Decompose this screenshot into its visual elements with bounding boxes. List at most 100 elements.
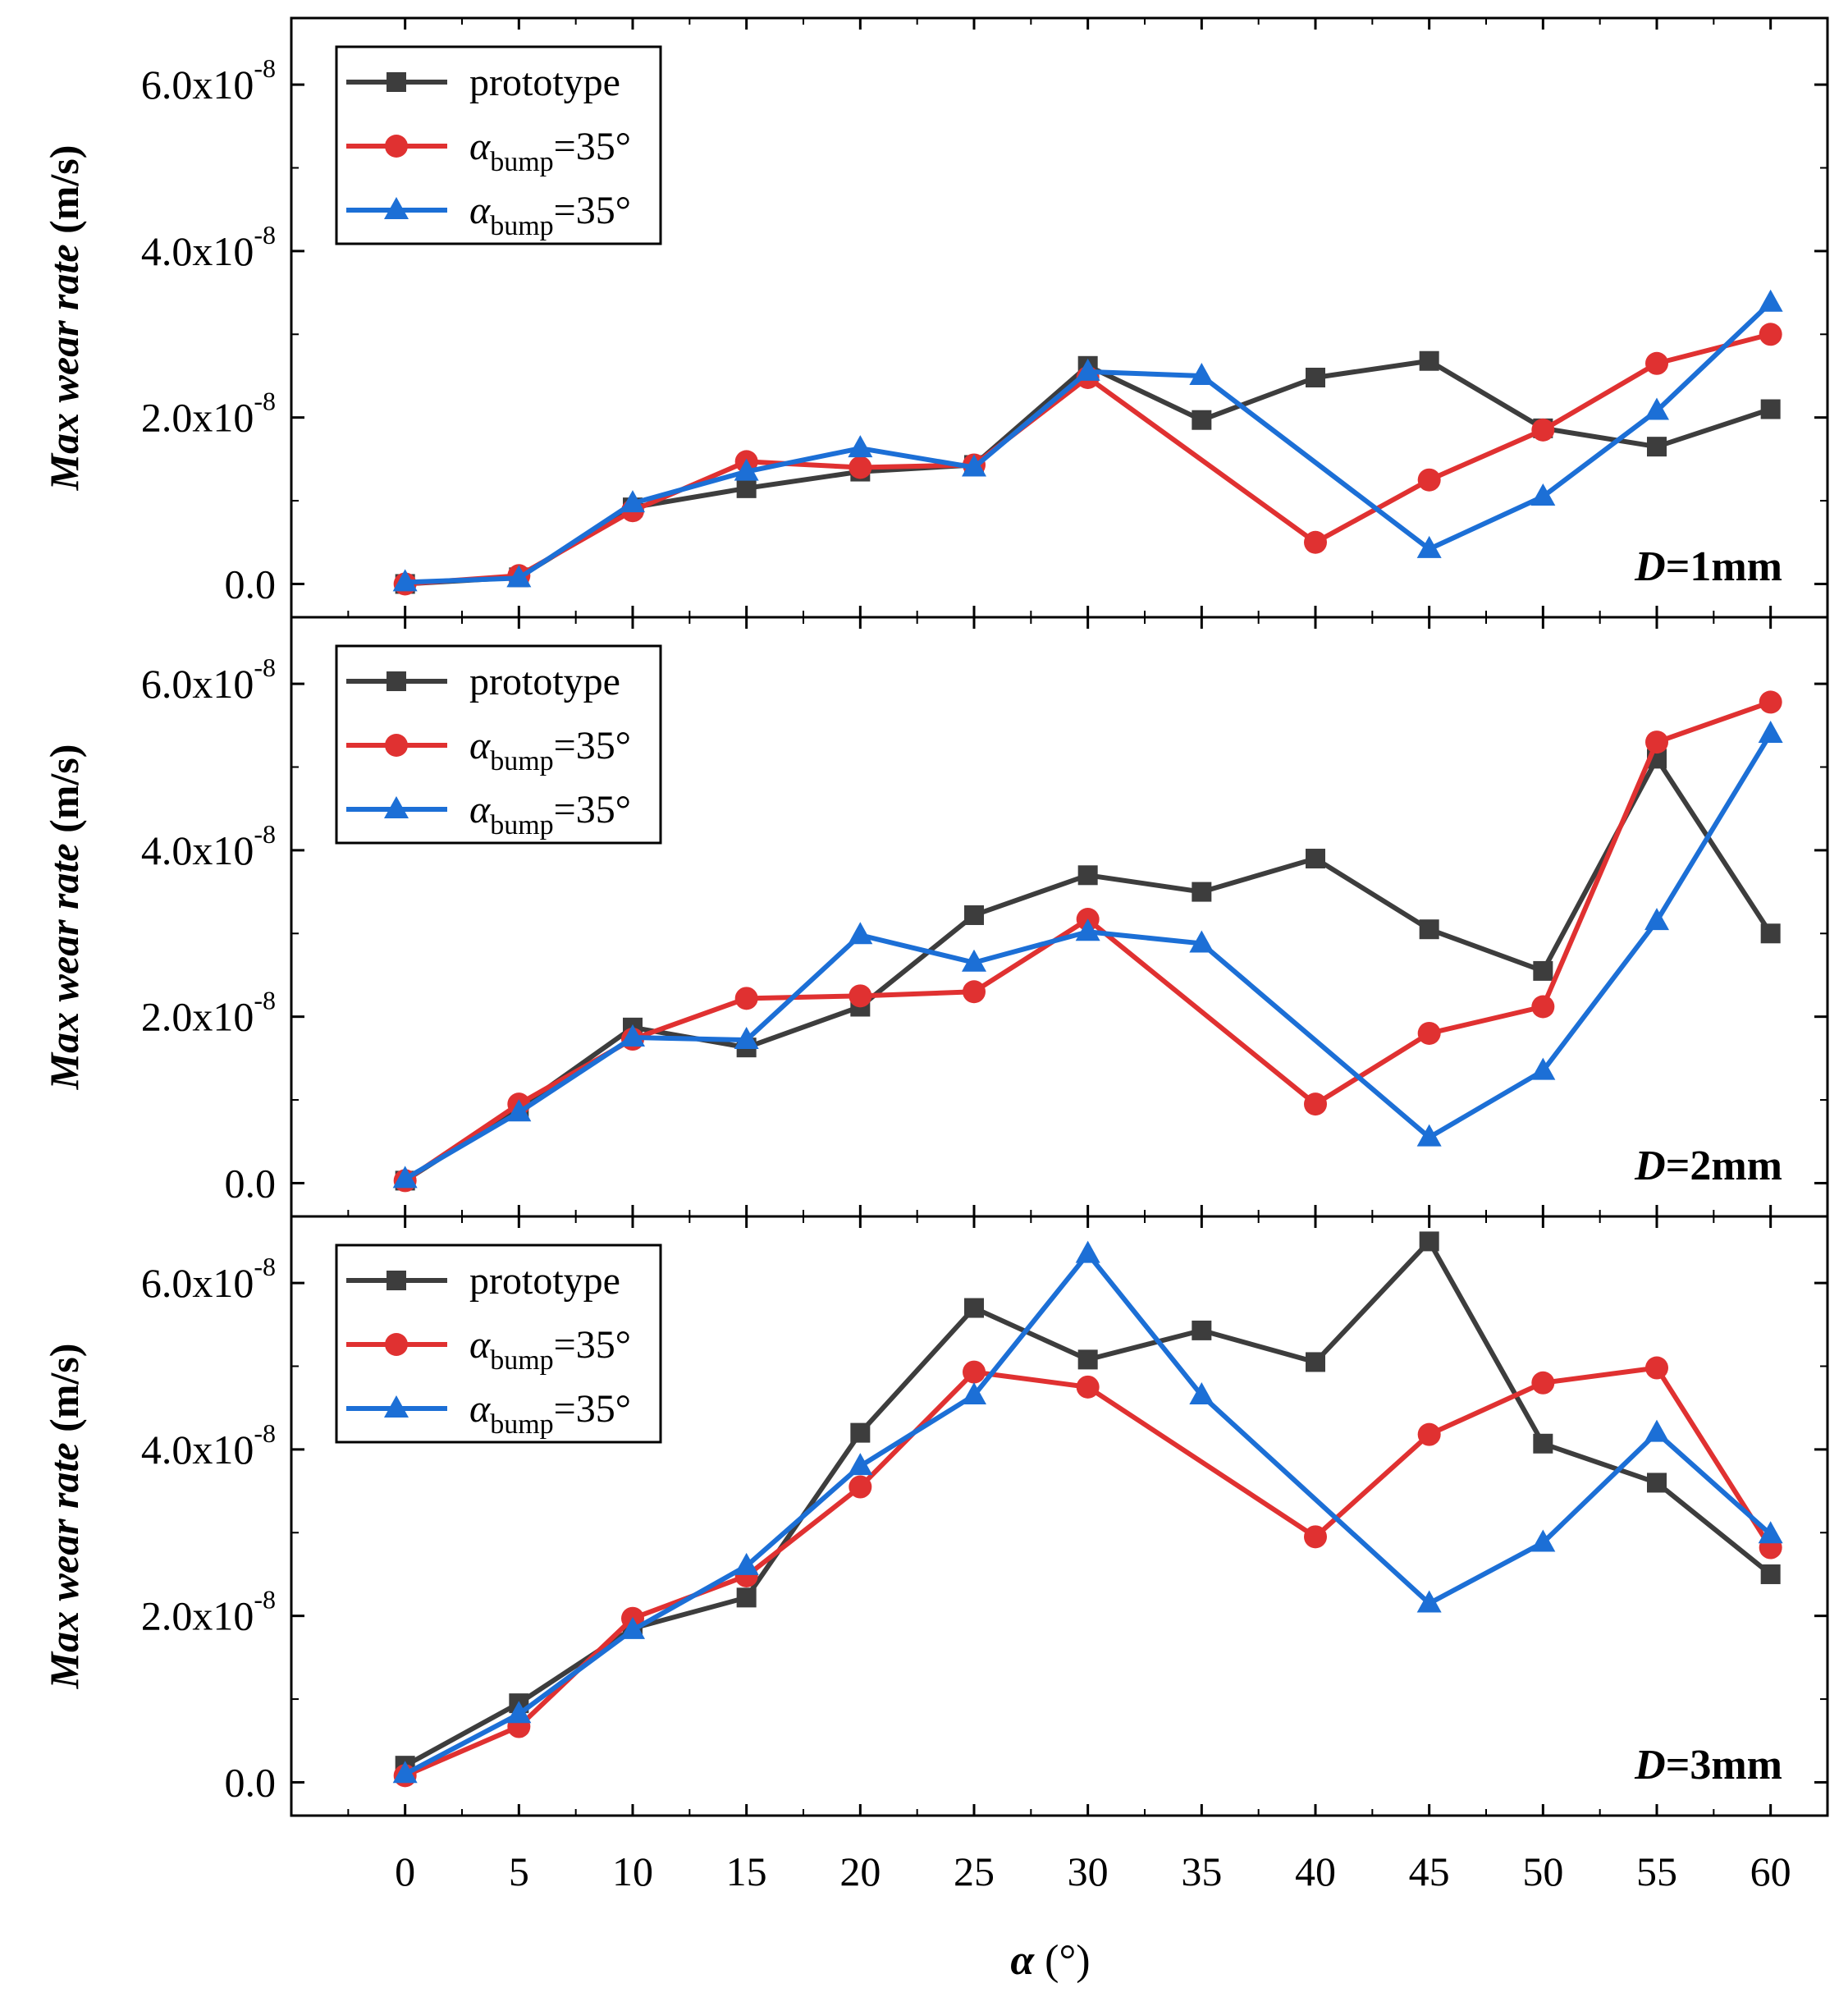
y-tick-label: 6.0x10-8 xyxy=(141,653,276,707)
data-point xyxy=(1758,289,1783,312)
y-tick-label: 4.0x10-8 xyxy=(141,819,276,873)
legend-label: αbump=35° xyxy=(469,788,631,840)
y-tick-label: 4.0x10-8 xyxy=(141,1418,276,1473)
legend-label-sub: bump xyxy=(490,810,553,840)
series-2-panel-3 xyxy=(393,1356,1782,1788)
y-tick-mantissa: 6.0x10 xyxy=(141,1260,254,1306)
data-point xyxy=(1760,399,1781,419)
data-point xyxy=(1419,350,1439,371)
x-tick-label: 15 xyxy=(726,1848,767,1894)
legend-marker xyxy=(387,1271,406,1290)
y-tick-exponent: -8 xyxy=(254,819,276,849)
data-point xyxy=(849,1475,872,1499)
y-tick-mantissa: 4.0x10 xyxy=(141,827,254,873)
legend-label-sub: bump xyxy=(490,746,553,776)
series-3-panel-2 xyxy=(392,720,1783,1189)
data-point xyxy=(1760,923,1781,944)
data-point xyxy=(392,569,418,592)
data-point xyxy=(962,1381,986,1404)
data-point xyxy=(1417,468,1441,492)
data-point xyxy=(1530,1057,1556,1080)
data-point xyxy=(1417,1422,1441,1446)
legend-label: αbump=35° xyxy=(469,1323,631,1376)
series-line xyxy=(404,1365,1773,1779)
data-point xyxy=(1304,1092,1327,1116)
legend-marker xyxy=(387,671,406,691)
series-3-panel-3 xyxy=(392,1240,1783,1784)
legend-label-text: prototype xyxy=(469,1259,620,1303)
data-point xyxy=(736,478,757,498)
x-tick-label: 30 xyxy=(1068,1848,1109,1894)
x-tick-label: 45 xyxy=(1409,1848,1450,1894)
data-point xyxy=(1644,397,1669,420)
legend-label-rest: =35° xyxy=(554,724,631,767)
legend-label-var: α xyxy=(469,724,491,767)
legend-marker xyxy=(384,796,409,818)
x-axis-label: α (°) xyxy=(1010,1937,1090,1984)
y-tick-label: 2.0x10-8 xyxy=(141,1585,276,1639)
data-point xyxy=(1189,362,1214,385)
data-point xyxy=(736,1587,757,1608)
y-tick-exponent: -8 xyxy=(254,1418,276,1448)
y-axis-label-main: Max wear rate xyxy=(41,244,87,491)
data-point xyxy=(1192,410,1212,430)
x-tick-label: 10 xyxy=(612,1848,653,1894)
data-point xyxy=(1419,1231,1439,1252)
data-point xyxy=(1304,530,1327,554)
y-tick-mantissa: 2.0x10 xyxy=(141,994,254,1040)
data-point xyxy=(1077,865,1098,886)
x-tick-label: 25 xyxy=(954,1848,995,1894)
x-tick-label: 60 xyxy=(1750,1848,1791,1894)
data-point xyxy=(1306,849,1325,869)
legend-label-text: prototype xyxy=(469,660,620,703)
data-point xyxy=(1075,1240,1100,1263)
data-point xyxy=(964,905,984,925)
legend-marker xyxy=(384,197,409,219)
data-point xyxy=(1530,483,1556,506)
data-point xyxy=(1760,1564,1781,1584)
y-tick-exponent: -8 xyxy=(254,653,276,682)
data-point xyxy=(848,1453,873,1476)
y-tick-label: 0.0 xyxy=(225,1759,277,1805)
panel-label: D=2mm xyxy=(1634,1143,1782,1189)
data-point xyxy=(1530,1529,1556,1552)
series-3-panel-1 xyxy=(392,289,1783,592)
legend-label-rest: =35° xyxy=(554,125,631,168)
y-tick-exponent: -8 xyxy=(254,53,276,83)
x-tick-label: 50 xyxy=(1522,1848,1563,1894)
data-point xyxy=(1075,358,1100,381)
legend-label-text: prototype xyxy=(469,61,620,104)
y-axis-label-main: Max wear rate xyxy=(41,1442,87,1689)
data-point xyxy=(1417,1021,1441,1045)
x-tick-label: 5 xyxy=(509,1848,529,1894)
data-point xyxy=(1644,1419,1669,1442)
data-point xyxy=(1758,1521,1783,1544)
legend-label-var: α xyxy=(469,189,491,232)
y-tick-mantissa: 0.0 xyxy=(225,561,277,607)
data-point xyxy=(964,1298,984,1318)
panel-label-var: D xyxy=(1634,1143,1666,1189)
data-point xyxy=(1531,995,1555,1019)
y-tick-exponent: -8 xyxy=(254,986,276,1015)
legend-label-rest: =35° xyxy=(554,1323,631,1367)
data-point xyxy=(620,1024,645,1047)
data-point xyxy=(1192,882,1212,902)
data-point xyxy=(1533,1433,1553,1454)
y-tick-mantissa: 0.0 xyxy=(225,1160,277,1206)
y-tick-label: 0.0 xyxy=(225,561,277,607)
legend-label-rest: =35° xyxy=(554,189,631,232)
legend-label-var: α xyxy=(469,125,491,168)
legend-label-rest: =35° xyxy=(554,1387,631,1431)
y-axis-label: Max wear rate (m/s) xyxy=(41,744,87,1091)
data-point xyxy=(1647,437,1667,457)
panel-label-var: D xyxy=(1634,543,1666,590)
y-tick-mantissa: 2.0x10 xyxy=(141,1593,254,1639)
legend-label: αbump=35° xyxy=(469,189,631,241)
panel-label-var: D xyxy=(1634,1742,1666,1789)
data-point xyxy=(1531,1371,1555,1395)
y-axis-label-unit: (m/s) xyxy=(41,1344,87,1443)
